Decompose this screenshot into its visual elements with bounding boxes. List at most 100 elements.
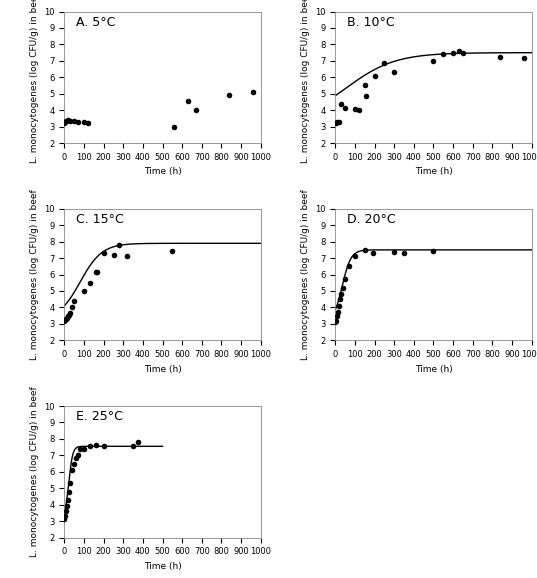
Y-axis label: L. monocytogenes (log CFU/g) in beef: L. monocytogenes (log CFU/g) in beef — [301, 189, 309, 360]
Point — [334, 307, 343, 317]
Text: E. 25°C: E. 25°C — [76, 410, 123, 423]
Point — [62, 116, 71, 125]
Point — [70, 459, 78, 468]
Point — [400, 249, 408, 258]
Text: A. 5°C: A. 5°C — [76, 16, 115, 28]
Point — [168, 246, 177, 255]
Y-axis label: L. monocytogenes (log CFU/g) in beef: L. monocytogenes (log CFU/g) in beef — [30, 0, 39, 162]
Point — [449, 48, 458, 57]
Point — [336, 295, 345, 304]
Point — [134, 438, 142, 447]
Point — [63, 502, 71, 511]
Point — [249, 87, 257, 97]
Point — [91, 268, 100, 277]
Point — [331, 118, 339, 128]
Point — [92, 268, 101, 277]
Point — [61, 315, 70, 324]
Point — [80, 117, 89, 127]
Point — [61, 512, 70, 521]
Point — [429, 246, 438, 255]
Point — [80, 444, 89, 453]
Point — [60, 118, 69, 128]
Point — [439, 50, 448, 59]
Point — [62, 506, 71, 516]
Point — [361, 91, 370, 101]
Point — [360, 245, 369, 254]
Point — [390, 67, 398, 76]
Y-axis label: L. monocytogenes (log CFU/g) in beef: L. monocytogenes (log CFU/g) in beef — [301, 0, 309, 162]
Point — [345, 262, 353, 271]
X-axis label: Time (h): Time (h) — [144, 562, 182, 571]
Point — [64, 116, 72, 125]
Text: C. 15°C: C. 15°C — [76, 213, 124, 226]
X-axis label: Time (h): Time (h) — [144, 168, 182, 176]
Point — [115, 240, 124, 250]
Point — [84, 118, 92, 128]
Point — [66, 479, 75, 488]
Point — [80, 286, 89, 295]
Point — [332, 316, 340, 325]
Point — [99, 249, 108, 258]
Point — [86, 442, 95, 451]
Point — [129, 442, 137, 451]
Point — [62, 314, 71, 324]
Y-axis label: L. monocytogenes (log CFU/g) in beef: L. monocytogenes (log CFU/g) in beef — [30, 387, 39, 557]
Point — [76, 444, 84, 453]
Point — [371, 71, 379, 80]
X-axis label: Time (h): Time (h) — [144, 365, 182, 373]
Point — [337, 290, 345, 299]
Point — [72, 453, 81, 462]
Point — [337, 99, 345, 108]
Point — [64, 312, 72, 321]
Point — [65, 487, 74, 496]
Point — [66, 116, 75, 125]
Point — [455, 46, 463, 55]
Point — [341, 275, 350, 284]
Point — [390, 248, 398, 257]
Point — [496, 52, 505, 61]
Point — [339, 283, 347, 292]
X-axis label: Time (h): Time (h) — [415, 365, 452, 373]
Point — [332, 118, 340, 127]
Point — [68, 302, 77, 311]
Point — [65, 310, 74, 320]
Point — [333, 311, 342, 320]
Point — [184, 97, 192, 106]
Point — [368, 249, 377, 258]
X-axis label: Time (h): Time (h) — [415, 168, 452, 176]
Point — [91, 440, 100, 449]
Point — [109, 250, 118, 260]
Point — [354, 106, 363, 115]
Point — [68, 465, 77, 475]
Point — [519, 54, 528, 63]
Point — [74, 451, 83, 460]
Point — [60, 515, 69, 524]
Point — [70, 296, 78, 305]
Point — [335, 117, 344, 127]
Point — [331, 317, 339, 327]
Point — [60, 316, 69, 325]
Y-axis label: L. monocytogenes (log CFU/g) in beef: L. monocytogenes (log CFU/g) in beef — [30, 189, 39, 360]
Text: B. 10°C: B. 10°C — [347, 16, 395, 28]
Point — [70, 116, 78, 125]
Point — [63, 313, 71, 323]
Point — [351, 104, 359, 113]
Point — [66, 309, 75, 318]
Point — [61, 117, 70, 127]
Point — [335, 301, 344, 310]
Point — [333, 117, 342, 127]
Point — [64, 495, 72, 505]
Point — [192, 106, 200, 115]
Point — [99, 442, 108, 451]
Point — [341, 103, 350, 112]
Point — [86, 278, 95, 287]
Point — [74, 117, 83, 127]
Point — [459, 48, 467, 57]
Point — [123, 251, 132, 260]
Point — [225, 90, 234, 99]
Text: D. 20°C: D. 20°C — [347, 213, 396, 226]
Point — [351, 251, 359, 260]
Point — [360, 80, 369, 90]
Point — [380, 58, 389, 67]
Point — [429, 56, 438, 65]
